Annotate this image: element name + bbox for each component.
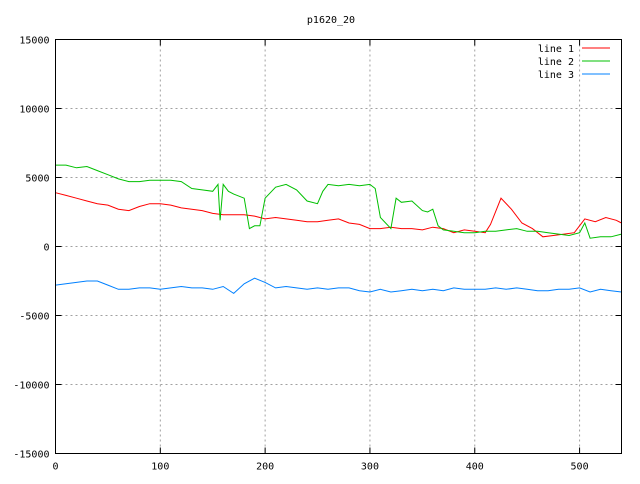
y-tick-label: 15000: [19, 36, 49, 47]
series-line-3: [55, 277, 622, 295]
grid: [55, 39, 622, 454]
x-tick-label: 0: [52, 462, 58, 473]
x-tick-label: 300: [361, 462, 379, 473]
series-lines: [55, 164, 622, 295]
y-tick-label: -10000: [13, 381, 49, 392]
legend-label-3: line 3: [538, 70, 574, 81]
legend-label-1: line 1: [538, 44, 574, 55]
series-line-1: [55, 192, 622, 238]
y-tick-label: 0: [43, 243, 49, 254]
legend-label-2: line 2: [538, 57, 574, 68]
plot-border: [55, 39, 622, 454]
x-tick-label: 500: [571, 462, 589, 473]
x-tick-label: 100: [151, 462, 169, 473]
x-tick-label: 400: [466, 462, 484, 473]
y-tick-label: 5000: [25, 174, 49, 185]
series-line-2: [55, 164, 622, 239]
y-tick-label: 10000: [19, 105, 49, 116]
y-tick-label: -15000: [13, 450, 49, 461]
y-tick-label: -5000: [19, 312, 49, 323]
legend: line 1 line 2 line 3: [538, 44, 610, 81]
x-tick-label: 200: [256, 462, 274, 473]
chart-title: p1620_20: [307, 15, 355, 26]
axis-ticks: -15000 -10000 -5000 0 5000 10000 15000 0 100 200 3…: [13, 36, 622, 473]
